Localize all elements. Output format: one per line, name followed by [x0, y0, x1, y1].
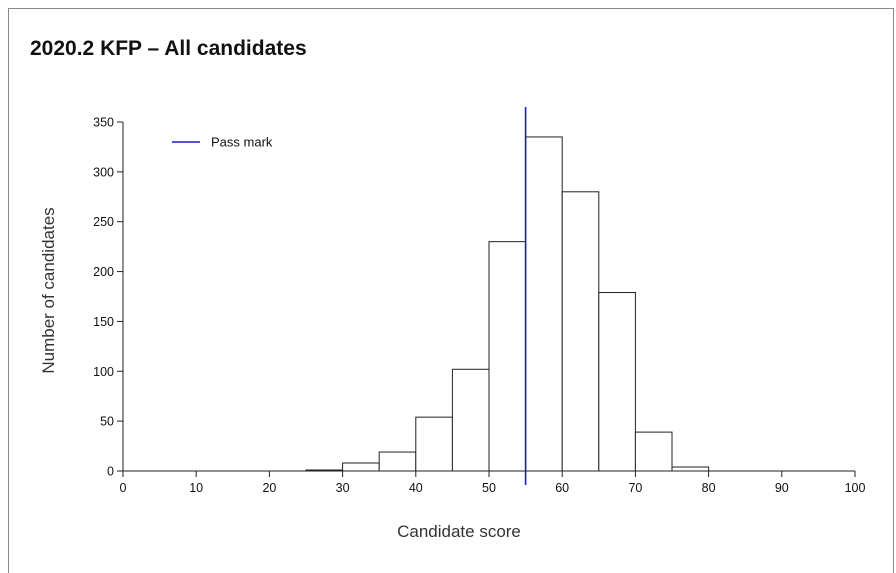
x-tick-label: 100: [845, 481, 866, 495]
x-ticks-group: 0 10 20 30 40 50 60 70 80 90 100: [120, 471, 866, 495]
histogram-bar-50: [488, 241, 527, 472]
y-tick-label: 250: [93, 215, 114, 229]
chart-title: 2020.2 KFP – All candidates: [30, 37, 307, 60]
histogram-bar-60: [561, 191, 600, 472]
y-tick-label: 100: [93, 365, 114, 379]
histogram-bar-75: [671, 466, 710, 472]
x-tick-label: 80: [702, 481, 716, 495]
y-tick-label: 50: [100, 415, 114, 429]
histogram-bar-70: [634, 431, 673, 472]
x-tick-label: 60: [555, 481, 569, 495]
bars-group: [305, 136, 710, 472]
legend: Pass mark: [172, 135, 273, 150]
histogram-bar-30: [342, 462, 380, 472]
x-tick-label: 50: [482, 481, 496, 495]
histogram-bar-35: [378, 451, 417, 472]
x-tick-label: 0: [120, 481, 127, 495]
x-tick-label: 90: [775, 481, 789, 495]
chart-frame: [8, 8, 894, 573]
y-tick-label: 300: [93, 165, 114, 179]
x-tick-label: 10: [189, 481, 203, 495]
y-tick-label: 200: [93, 265, 114, 279]
legend-label: Pass mark: [211, 135, 273, 150]
x-tick-label: 20: [262, 481, 276, 495]
x-tick-label: 70: [628, 481, 642, 495]
y-tick-label: 350: [93, 116, 114, 130]
histogram-bar-65: [598, 292, 636, 472]
x-axis-title: Candidate score: [397, 522, 521, 541]
y-tick-label: 0: [107, 465, 114, 479]
x-tick-label: 30: [336, 481, 350, 495]
y-axis-title: Number of candidates: [39, 207, 58, 373]
y-tick-label: 150: [93, 315, 114, 329]
x-tick-label: 40: [409, 481, 423, 495]
histogram-bar-55: [525, 136, 563, 472]
histogram-bar-45: [451, 368, 490, 472]
histogram-bar-40: [415, 416, 453, 472]
y-ticks-group: 0 50 100 150 200 250 300 350: [93, 116, 123, 479]
